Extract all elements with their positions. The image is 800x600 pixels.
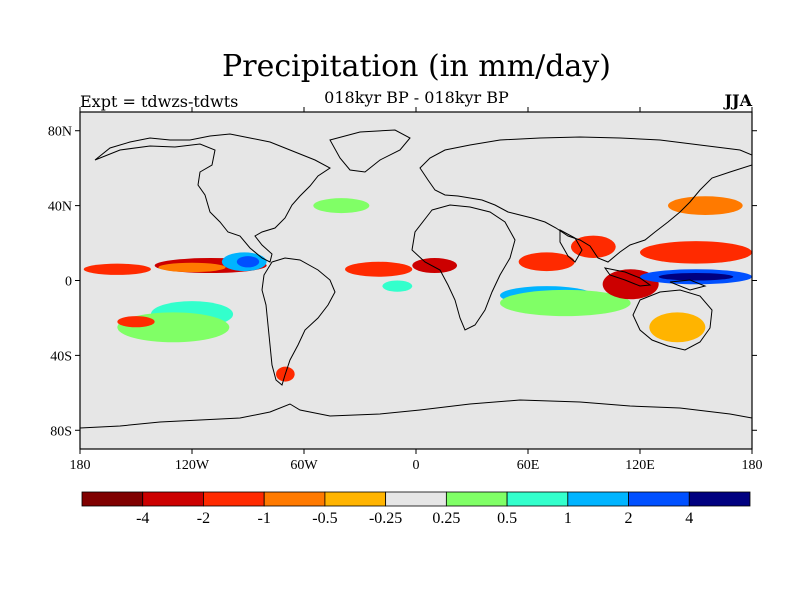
lat-tick-label: 40N <box>48 200 72 215</box>
colorbar-label: -4 <box>136 510 149 527</box>
colorbar-swatch <box>203 491 265 507</box>
lat-tick-label: 80N <box>48 125 72 140</box>
colorbar-label: 4 <box>685 510 693 527</box>
coast-north-america <box>94 133 331 263</box>
coast-antarctica <box>80 399 752 429</box>
anomaly-north-atlantic-green <box>313 198 370 214</box>
map-axes: 80N 40N 0 40S 80S 180 120W 60W 0 60E 120E 180 <box>48 107 763 473</box>
coast-south-america <box>261 257 336 386</box>
anomaly-indian-ocean-green <box>499 289 631 317</box>
colorbar-swatch <box>142 491 204 507</box>
colorbar-swatch <box>445 491 508 507</box>
colorbar-label: -0.25 <box>369 510 402 527</box>
colorbar-swatch <box>263 491 326 507</box>
coast-eurasia <box>419 136 752 263</box>
colorbar-swatch <box>385 491 447 507</box>
lon-tick-label: 60W <box>290 458 318 473</box>
colorbar-label: -1 <box>258 510 271 527</box>
lon-tick-label: 60E <box>517 458 540 473</box>
coast-india <box>559 229 583 263</box>
coastlines <box>80 129 752 429</box>
colorbar: -4 -2 -1 -0.5 -0.25 0.25 0.5 1 2 4 <box>81 491 751 527</box>
anomaly-atlantic-itcz-positive <box>345 261 413 277</box>
anomaly-west-africa-positive <box>412 258 458 274</box>
lon-tick-label: 0 <box>413 458 420 473</box>
colorbar-swatch <box>567 491 629 507</box>
anomaly-northwest-pacific-positive <box>640 241 752 264</box>
anomaly-south-pacific-red <box>117 316 155 328</box>
anomaly-layer <box>83 196 752 382</box>
lon-tick-label: 180 <box>742 458 763 473</box>
colorbar-swatch <box>628 491 690 507</box>
coast-australia <box>632 289 713 351</box>
colorbar-label: -2 <box>197 510 210 527</box>
anomaly-australia-south-positive <box>649 312 706 343</box>
anomaly-equatorial-atlantic-negative <box>382 280 413 292</box>
colorbar-swatch <box>506 491 569 507</box>
season-label: JJA <box>724 91 752 110</box>
colorbar-swatch <box>688 491 751 507</box>
anomaly-east-pacific-itcz-strong <box>158 262 226 273</box>
colorbar-label: 0.5 <box>497 510 517 527</box>
colorbar-label: 1 <box>564 510 572 527</box>
lon-tick-label: 120W <box>175 458 210 473</box>
coast-indonesia <box>603 267 652 287</box>
colorbar-swatch <box>324 491 387 507</box>
experiment-label: Expt = tdwzs-tdwts <box>80 92 239 111</box>
coast-new-guinea <box>669 279 707 291</box>
anomaly-central-america-core <box>236 256 260 268</box>
anomaly-west-pacific-deep <box>658 273 734 281</box>
colorbar-label: 0.25 <box>432 510 460 527</box>
subtitle: 018kyr BP - 018kyr BP <box>324 88 509 107</box>
lat-tick-label: 0 <box>65 275 72 290</box>
anomaly-east-asia-positive <box>668 196 743 215</box>
colorbar-label: -0.5 <box>312 510 337 527</box>
anomaly-arabian-sea-positive <box>518 252 575 272</box>
coast-greenland <box>329 129 411 173</box>
anomaly-central-pacific-itcz <box>83 263 151 275</box>
lat-tick-label: 80S <box>50 424 72 439</box>
lon-tick-label: 120E <box>625 458 655 473</box>
lon-tick-label: 180 <box>70 458 91 473</box>
coast-africa <box>411 204 516 331</box>
colorbar-label: 2 <box>625 510 633 527</box>
lat-tick-label: 40S <box>50 349 72 364</box>
page-title: Precipitation (in mm/day) <box>222 49 611 84</box>
colorbar-swatch <box>81 491 144 507</box>
